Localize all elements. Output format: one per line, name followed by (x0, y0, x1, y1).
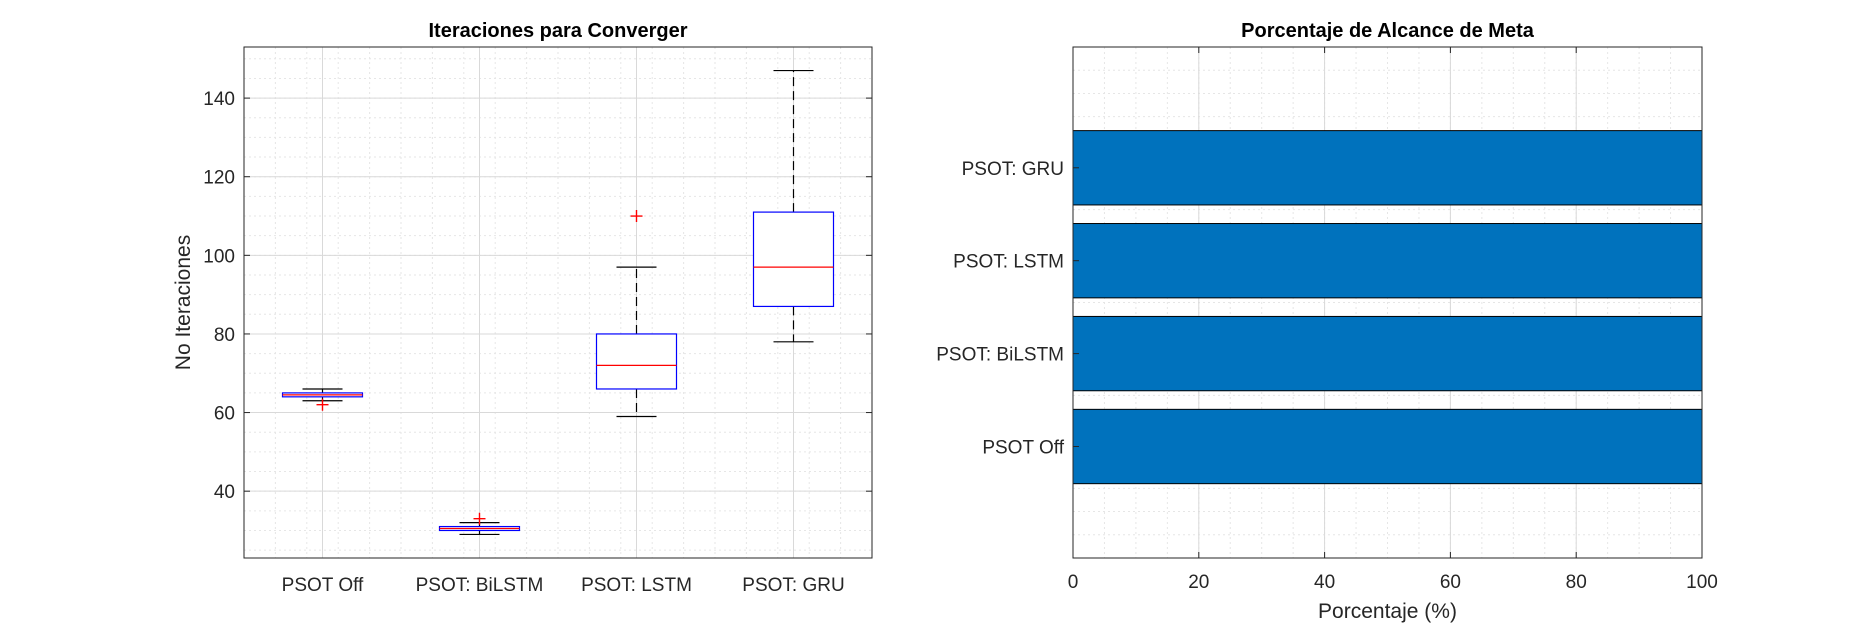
barh-panel: PSOT Off PSOT: BiLSTM PSOT: LSTM PSOT: GRU 0… (936, 20, 1718, 623)
chart-title: Porcentaje de Alcance de Meta (1241, 20, 1535, 42)
x-tick-label: PSOT: BiLSTM (416, 575, 544, 596)
x-tick-label: 80 (1566, 572, 1587, 593)
outlier-marker (630, 210, 643, 223)
x-tick-label: 100 (1686, 572, 1718, 593)
y-tick-label: PSOT: LSTM (953, 252, 1064, 273)
y-tick-label: 140 (203, 89, 235, 110)
y-tick-label: PSOT: GRU (962, 159, 1064, 180)
bar (1072, 223, 1703, 299)
boxplot-panel: 40 60 80 100 120 140 PSOT Off PSOT: BiLSTM PSOT:… (172, 20, 873, 596)
axes-frame (1072, 46, 1703, 559)
outlier-marker (473, 512, 486, 525)
x-axis-label: Porcentaje (%) (1318, 600, 1457, 623)
y-tick-label: 120 (203, 168, 235, 189)
y-tick-label: PSOT: BiLSTM (936, 345, 1064, 366)
outlier-marker (316, 398, 329, 411)
x-tick-label: PSOT: GRU (742, 575, 844, 596)
y-tick-label: 80 (214, 325, 235, 346)
y-tick-label: 60 (214, 404, 235, 425)
y-tick-label: 40 (214, 482, 235, 503)
axes-frame (243, 46, 873, 559)
y-tick-label: PSOT Off (982, 438, 1064, 459)
x-tick-label: PSOT Off (282, 575, 364, 596)
y-tick-label: 100 (203, 246, 235, 267)
y-axis-label: No Iteraciones (172, 235, 195, 370)
x-tick-label: 60 (1440, 572, 1461, 593)
x-tick-label: 40 (1314, 572, 1335, 593)
chart-title: Iteraciones para Converger (429, 20, 688, 42)
box-iqr (595, 333, 678, 390)
x-tick-label: 0 (1068, 572, 1079, 593)
x-tick-label: PSOT: LSTM (581, 575, 692, 596)
bar (1072, 130, 1703, 206)
box-iqr (752, 211, 835, 308)
x-tick-label: 20 (1188, 572, 1209, 593)
bar (1072, 315, 1703, 392)
bar (1072, 408, 1703, 485)
